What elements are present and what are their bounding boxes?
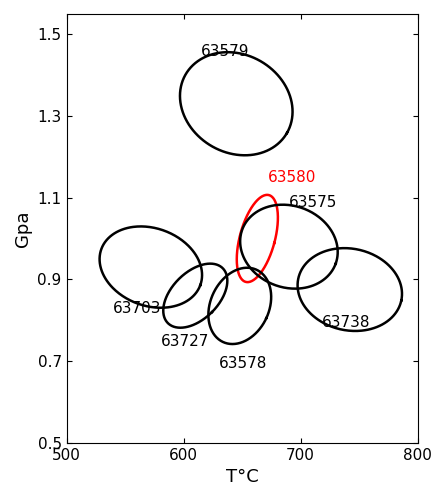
Text: 63727: 63727 bbox=[161, 334, 210, 349]
Text: 63575: 63575 bbox=[289, 195, 337, 210]
Text: 63578: 63578 bbox=[219, 356, 267, 371]
Y-axis label: Gpa: Gpa bbox=[14, 210, 32, 246]
Text: 63703: 63703 bbox=[113, 301, 162, 316]
Text: 63738: 63738 bbox=[322, 316, 370, 330]
X-axis label: T°C: T°C bbox=[226, 468, 259, 486]
Text: 63579: 63579 bbox=[201, 44, 250, 59]
Text: 63580: 63580 bbox=[268, 170, 316, 186]
